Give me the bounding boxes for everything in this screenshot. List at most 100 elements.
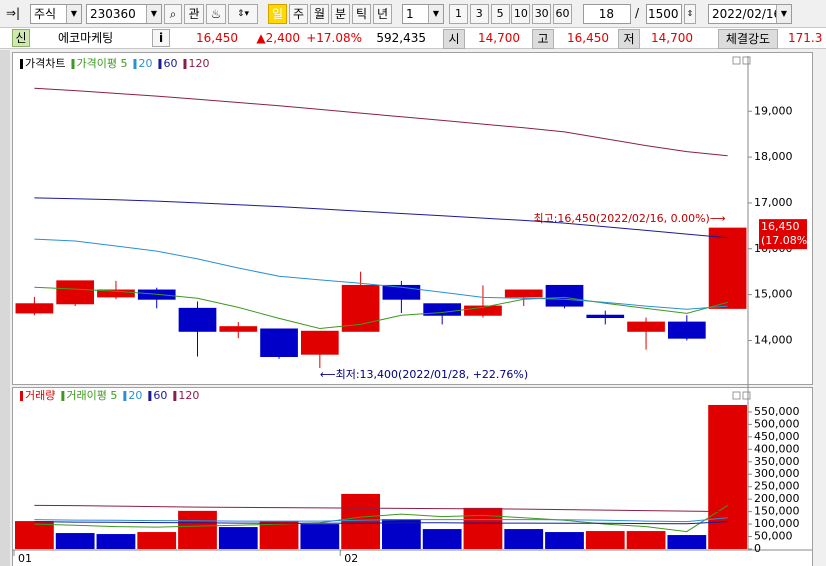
interval-button[interactable]: 10: [511, 4, 531, 24]
code-input[interactable]: 230360: [86, 4, 162, 24]
period-button[interactable]: 년: [373, 4, 392, 24]
strength: 171.3: [788, 31, 823, 45]
code: 230360: [90, 7, 136, 21]
period-button[interactable]: 월: [310, 4, 329, 24]
max-count: 1500: [646, 4, 682, 24]
legend-label: 거래량: [25, 389, 55, 402]
volume-bar: [96, 534, 136, 549]
volume: 592,435: [376, 31, 426, 45]
volume-bar: [300, 524, 340, 549]
y-tick-label: 14,000: [754, 333, 793, 346]
candle-body: [260, 328, 298, 357]
candle-body: [382, 284, 421, 300]
low-annotation: ⟵최저:13,400(2022/01/28, +22.76%): [320, 368, 528, 381]
high-label: 고: [532, 29, 554, 49]
legend-label: 60: [153, 389, 167, 402]
candle-body: [586, 314, 625, 319]
date: 2022/02/16: [712, 7, 782, 21]
panel-button: [742, 391, 751, 400]
moving-average: [34, 504, 728, 513]
volume-bar: [585, 531, 625, 549]
spin-button[interactable]: ⇕▾: [228, 4, 258, 24]
y-tick-label: 15,000: [754, 288, 793, 301]
legend-marker: [158, 59, 162, 69]
candle-body: [708, 227, 747, 309]
unit-select[interactable]: 1: [402, 4, 444, 24]
candle-body: [15, 303, 54, 314]
side-strip: [0, 50, 10, 566]
legend-label: 가격차트: [25, 57, 65, 70]
x-tick-label: 02: [344, 552, 358, 565]
legend-marker: [173, 391, 177, 401]
y-tick-label: 16,000: [754, 242, 793, 255]
gwan-button[interactable]: 관: [184, 4, 204, 24]
legend-label: 120: [178, 389, 199, 402]
moving-average: [34, 504, 728, 533]
y-tick-label: 550,000: [754, 405, 800, 418]
y-tick-label: 500,000: [754, 417, 800, 430]
market: 주식: [34, 7, 57, 21]
moving-average: [34, 238, 728, 310]
y-tick-label: 19,000: [754, 104, 793, 117]
candle-body: [545, 284, 584, 307]
last-price-box: [759, 219, 807, 250]
date-select[interactable]: 2022/02/16: [708, 4, 792, 24]
interval-button[interactable]: 30: [532, 4, 552, 24]
volume-bar: [15, 521, 54, 549]
tag: 신: [12, 29, 30, 47]
period-button[interactable]: 틱: [352, 4, 371, 24]
x-tick-label: 01: [18, 552, 32, 565]
stock-name: 에코마케팅: [58, 31, 114, 45]
info-button[interactable]: i: [152, 29, 170, 47]
candle-body: [300, 330, 339, 355]
period-button[interactable]: 일: [268, 4, 287, 24]
candle-body: [219, 326, 258, 332]
volume-bar: [218, 527, 258, 549]
y-tick-label: 18,000: [754, 150, 793, 163]
y-tick-label: 100,000: [754, 517, 800, 530]
count: 18: [598, 7, 614, 21]
max-spin[interactable]: ⇕: [684, 4, 696, 24]
candle-body: [137, 289, 176, 300]
interval-button[interactable]: 5: [490, 4, 510, 24]
legend-marker: [123, 391, 127, 401]
interval-button[interactable]: 60: [553, 4, 572, 24]
legend-marker: [183, 59, 187, 69]
volume-bar: [178, 510, 217, 549]
strength-label: 체결강도: [718, 29, 778, 49]
period-button[interactable]: 주: [289, 4, 308, 24]
open: 14,700: [478, 31, 520, 45]
candle-body: [667, 321, 706, 339]
legend-marker: [61, 391, 65, 401]
volume-bar: [463, 507, 503, 549]
legend-marker: [71, 59, 75, 69]
volume-bar: [341, 493, 380, 549]
moving-average: [34, 517, 728, 523]
interval-button[interactable]: 3: [469, 4, 489, 24]
legend-label: 60: [163, 57, 177, 70]
candle-body: [504, 289, 543, 298]
price-panel: [12, 52, 813, 385]
search-button[interactable]: ⌕: [164, 4, 182, 24]
moving-average: [34, 286, 728, 330]
low: 14,700: [651, 31, 693, 45]
legend-label: 가격이평 5: [76, 57, 127, 70]
change: ▲2,400: [256, 31, 300, 45]
count-input[interactable]: 18: [583, 4, 631, 24]
period-button[interactable]: 분: [331, 4, 350, 24]
legend-marker: [20, 59, 23, 69]
volume-bar: [545, 532, 584, 549]
y-tick-label: 50,000: [754, 530, 793, 543]
moving-average: [34, 197, 728, 239]
market-select[interactable]: 주식: [30, 4, 82, 24]
y-tick-label: 150,000: [754, 505, 800, 518]
panel-button: [742, 56, 751, 65]
legend-marker: [148, 391, 152, 401]
interval-button[interactable]: 1: [449, 4, 468, 24]
volume-bar: [422, 529, 462, 549]
rate: +17.08%: [306, 31, 362, 45]
nav-icon[interactable]: ⇒|: [6, 6, 21, 20]
tool-button[interactable]: ♨: [206, 4, 226, 24]
volume-bar: [626, 531, 666, 549]
